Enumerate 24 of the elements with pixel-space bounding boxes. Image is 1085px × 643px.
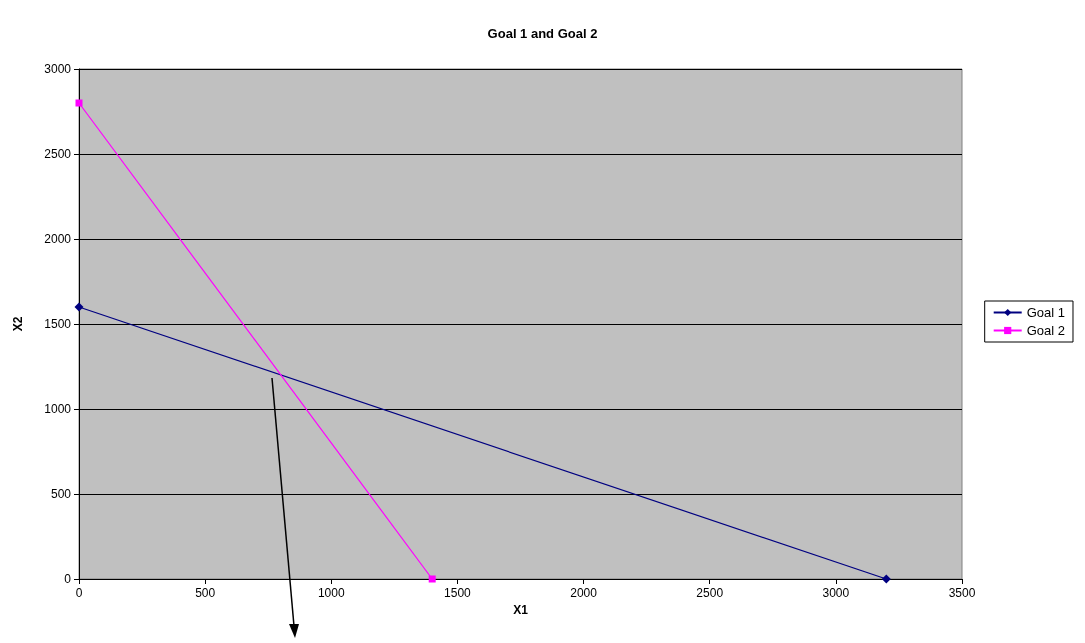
x-tick-label: 1500 — [444, 586, 472, 600]
y-tick-label: 0 — [64, 572, 72, 586]
x-axis-title: X1 — [513, 602, 529, 617]
y-tick-label: 500 — [50, 487, 72, 501]
x-tick-label: 2000 — [570, 586, 598, 600]
y-tick-label: 1000 — [44, 402, 72, 416]
y-tick-label: 2000 — [44, 232, 72, 246]
point — [428, 575, 436, 583]
x-tick-label: 3000 — [822, 586, 850, 600]
x-tick-label: 500 — [195, 586, 216, 600]
y-tick-label: 1500 — [44, 317, 72, 331]
point — [75, 99, 83, 107]
y-tick-label: 3000 — [44, 62, 72, 76]
legend-label: Goal 2 — [1026, 323, 1066, 338]
x-tick-label: 1000 — [317, 586, 345, 600]
x-tick-label: 3500 — [948, 586, 976, 600]
point — [881, 574, 891, 584]
point — [74, 302, 84, 312]
legend-label: Goal 1 — [1026, 305, 1066, 320]
y-tick-label: 2500 — [44, 147, 72, 161]
x-tick-label: 0 — [75, 586, 83, 600]
x-tick-label: 2500 — [696, 586, 724, 600]
chart-title: Goal 1 and Goal 2 — [487, 26, 598, 41]
y-axis-title: X2 — [11, 316, 25, 332]
